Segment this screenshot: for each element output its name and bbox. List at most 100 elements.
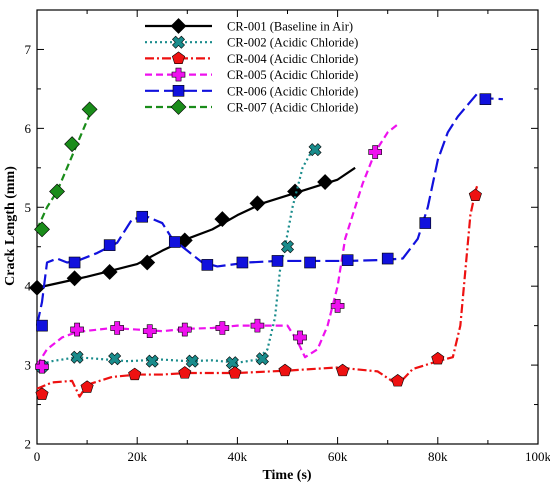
series-marker <box>228 366 242 379</box>
y-tick-label: 2 <box>25 437 32 452</box>
series-6 <box>34 101 98 238</box>
y-tick-label: 5 <box>25 200 32 215</box>
legend-entry: CR-001 (Baseline in Air) <box>145 18 353 34</box>
series-marker <box>278 363 292 377</box>
series-marker <box>66 270 83 287</box>
series-marker <box>419 217 432 229</box>
series-marker <box>468 188 482 201</box>
series-marker <box>35 359 49 374</box>
series-marker <box>479 93 492 105</box>
legend-label: CR-004 (Acidic Chloride) <box>227 52 358 66</box>
y-tick-label: 3 <box>25 358 32 373</box>
y-tick-label: 7 <box>25 42 32 57</box>
series-line <box>36 149 314 367</box>
series-marker <box>110 321 124 335</box>
series-marker <box>108 352 122 366</box>
series-marker <box>201 259 214 271</box>
series-marker <box>145 354 159 368</box>
legend-marker <box>172 85 185 97</box>
series-line <box>36 166 356 289</box>
series-marker <box>215 321 230 335</box>
series-marker <box>168 236 181 248</box>
series-marker <box>80 380 94 393</box>
series-marker <box>81 101 98 118</box>
series-marker <box>304 256 316 269</box>
series-marker <box>36 319 48 332</box>
series-marker <box>34 221 50 238</box>
series-5 <box>35 91 503 332</box>
series-layer <box>29 91 503 400</box>
series-marker <box>391 373 405 387</box>
legend-entry: CR-005 (Acidic Chloride) <box>145 67 358 82</box>
series-marker <box>287 183 303 200</box>
series-marker <box>64 136 80 153</box>
series-marker <box>103 239 116 251</box>
series-marker <box>142 324 157 338</box>
series-line <box>35 91 503 326</box>
series-marker <box>330 299 345 313</box>
series-marker <box>431 351 445 365</box>
series-marker <box>35 387 49 400</box>
legend-label: CR-005 (Acidic Chloride) <box>227 68 358 82</box>
x-tick-label: 100k <box>525 449 550 464</box>
series-marker <box>70 322 84 337</box>
series-marker <box>225 356 239 370</box>
series-marker <box>317 174 333 190</box>
series-marker <box>70 350 84 364</box>
legend-marker <box>171 51 186 64</box>
series-marker <box>49 183 65 200</box>
series-marker <box>29 279 45 296</box>
x-tick-label: 60k <box>328 449 348 464</box>
y-axis-title: Crack Length (mm) <box>3 166 18 286</box>
series-marker <box>255 352 269 366</box>
series-marker <box>341 254 354 266</box>
series-marker <box>336 363 350 377</box>
series-marker <box>271 255 284 267</box>
x-tick-label: 20k <box>127 449 147 464</box>
legend-entry: CR-002 (Acidic Chloride) <box>145 35 358 50</box>
y-tick-label: 4 <box>25 279 32 294</box>
legend: CR-001 (Baseline in Air) CR-002 (Acidic C… <box>145 18 358 115</box>
legend-marker <box>170 18 187 34</box>
series-marker <box>177 322 192 337</box>
legend-label: CR-006 (Acidic Chloride) <box>227 84 358 98</box>
y-tick-label: 6 <box>25 121 32 136</box>
legend-entry: CR-007 (Acidic Chloride) <box>145 99 358 115</box>
legend-marker <box>171 35 186 49</box>
series-marker <box>136 210 149 223</box>
series-marker <box>249 195 266 212</box>
series-line <box>36 123 399 366</box>
series-marker <box>139 254 156 271</box>
x-tick-label: 0 <box>34 449 41 464</box>
series-marker <box>280 240 295 254</box>
series-marker <box>128 367 142 381</box>
series-marker <box>185 354 199 368</box>
legend-label: CR-002 (Acidic Chloride) <box>227 36 358 50</box>
series-line <box>35 108 94 230</box>
series-marker <box>68 256 81 269</box>
series-marker <box>381 252 394 265</box>
series-marker <box>214 211 231 228</box>
series-marker <box>293 330 307 345</box>
legend-marker <box>171 67 186 82</box>
x-axis-title: Time (s) <box>262 468 311 483</box>
series-4 <box>35 123 399 374</box>
series-1 <box>29 166 356 296</box>
series-marker <box>101 264 118 280</box>
x-tick-label: 80k <box>428 449 448 464</box>
legend-label: CR-007 (Acidic Chloride) <box>227 101 358 115</box>
series-marker <box>178 366 192 379</box>
series-marker <box>368 145 382 159</box>
legend-entry: CR-004 (Acidic Chloride) <box>145 51 358 66</box>
legend-label: CR-001 (Baseline in Air) <box>227 20 353 34</box>
series-marker <box>250 318 265 333</box>
series-marker <box>236 256 249 269</box>
legend-marker <box>170 99 187 115</box>
x-tick-label: 40k <box>228 449 248 464</box>
series-3 <box>35 183 482 400</box>
series-marker <box>308 143 322 157</box>
series-line <box>36 183 479 398</box>
axis-ticks: 0 20k 40k 60k 80k 100k 2 3 4 5 6 7 <box>25 10 550 464</box>
legend-entry: CR-006 (Acidic Chloride) <box>145 84 358 98</box>
